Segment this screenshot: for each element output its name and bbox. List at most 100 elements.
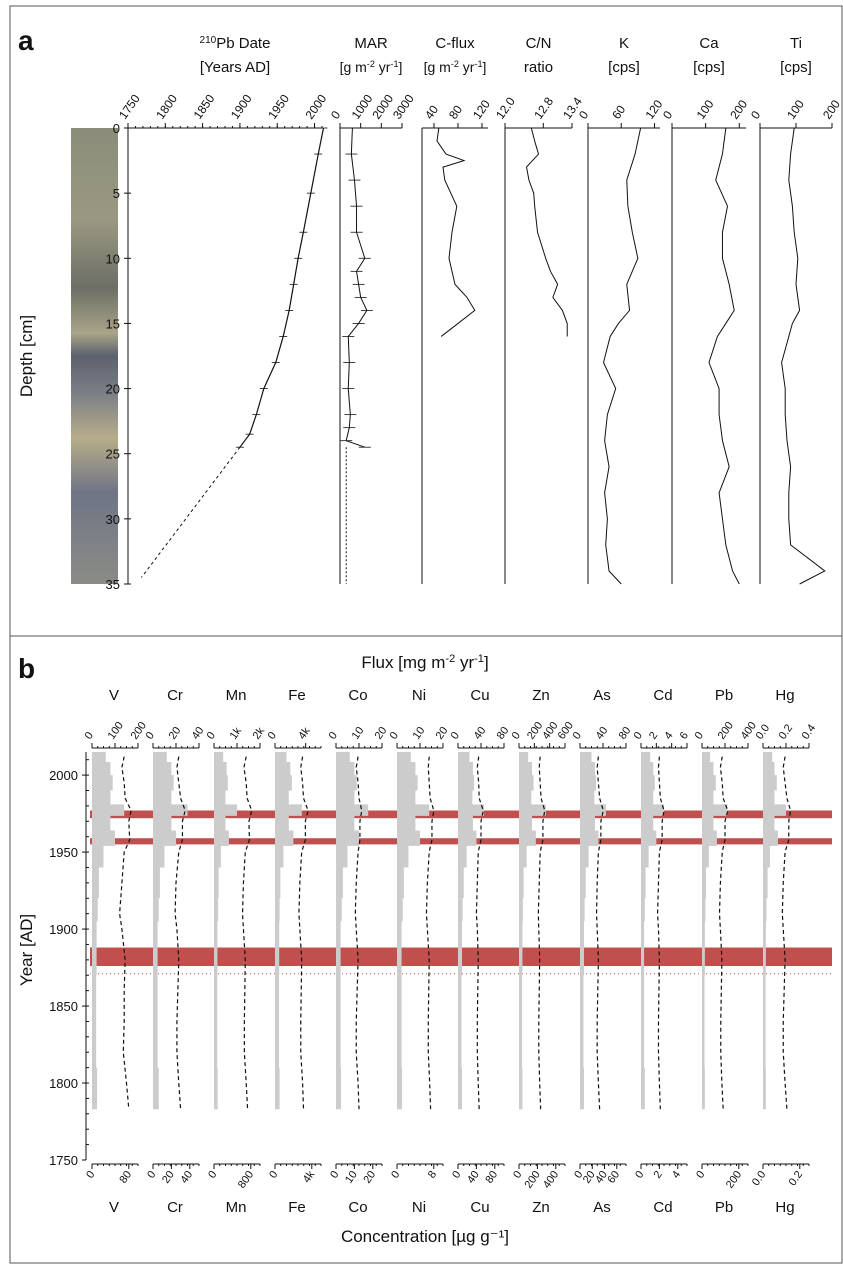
flux-title-part: -1 bbox=[474, 653, 484, 665]
cflux-tick-label: 80 bbox=[446, 102, 465, 121]
flux-title: Flux [mg m-2 yr-1] bbox=[361, 653, 488, 672]
conc-tick-label: 0 bbox=[450, 1169, 463, 1181]
element-name-bottom: Cu bbox=[470, 1199, 489, 1216]
mar-unit-part: [g m bbox=[340, 59, 367, 75]
depth-axis-label: Depth [cm] bbox=[17, 315, 36, 397]
flux-area-Pb bbox=[702, 752, 728, 1110]
conc-tick-label: 0 bbox=[694, 1169, 707, 1181]
year-tick-label: 2000 bbox=[49, 768, 78, 783]
ti-line bbox=[781, 127, 826, 585]
cflux-title: C-flux bbox=[435, 35, 475, 52]
element-name-bottom: Pb bbox=[715, 1199, 733, 1216]
conc-tick-label: 20 bbox=[361, 1169, 378, 1186]
conc-tick-label: 60 bbox=[605, 1169, 622, 1186]
element-name-bottom: Cd bbox=[653, 1199, 672, 1216]
concentration-line-Hg bbox=[781, 756, 792, 1110]
year-tick-label: 1900 bbox=[49, 922, 78, 937]
depth-tick-label: 35 bbox=[106, 577, 120, 592]
flux-tick-label: 0.4 bbox=[800, 722, 819, 741]
cflux-tick-label: 120 bbox=[470, 97, 493, 122]
year-axis-label: Year [AD] bbox=[17, 914, 36, 986]
element-name-top: As bbox=[593, 687, 611, 704]
sediment-core-photo bbox=[71, 128, 118, 584]
conc-tick-label: 200 bbox=[724, 1169, 744, 1191]
flux-tick-label: 4 bbox=[662, 730, 675, 742]
flux-title-part: Flux [mg m bbox=[361, 653, 445, 672]
element-name-top: V bbox=[109, 687, 119, 704]
flux-title-part: -2 bbox=[445, 653, 455, 665]
concentration-line-Co bbox=[354, 756, 363, 1110]
pb210-extrapolation bbox=[141, 446, 241, 578]
cflux-unit-part: -2 bbox=[451, 59, 459, 69]
conc-tick-label: 0.2 bbox=[787, 1169, 806, 1188]
pb210-title-sup: 210 bbox=[200, 35, 217, 46]
k-tick-label: 0 bbox=[576, 108, 591, 122]
element-name-bottom: Hg bbox=[775, 1199, 794, 1216]
conc-tick-label: 8 bbox=[426, 1169, 439, 1181]
flux-tick-label: 0 bbox=[693, 730, 706, 742]
panel-b-label: b bbox=[18, 653, 35, 684]
pb210-tick-label: 1750 bbox=[116, 92, 143, 122]
ca-tick-label: 0 bbox=[660, 108, 675, 122]
conc-tick-label: 0.0 bbox=[750, 1169, 769, 1188]
flux-tick-label: 1k bbox=[228, 725, 245, 742]
flux-area-Co bbox=[336, 752, 369, 1110]
flux-tick-label: 20 bbox=[373, 725, 390, 742]
conc-tick-label: 0 bbox=[511, 1169, 524, 1181]
mar-tick-label: 1000 bbox=[349, 92, 376, 122]
conc-tick-label: 40 bbox=[593, 1169, 610, 1186]
element-name-top: Cu bbox=[470, 687, 489, 704]
concentration-line-Zn bbox=[537, 756, 546, 1110]
conc-tick-label: 800 bbox=[236, 1169, 256, 1191]
year-tick-label: 1950 bbox=[49, 845, 78, 860]
flux-tick-label: 100 bbox=[106, 720, 126, 742]
k-unit: [cps] bbox=[608, 59, 640, 76]
conc-tick-label: 20 bbox=[581, 1169, 598, 1186]
flux-tick-label: 40 bbox=[472, 725, 489, 742]
mar-tick-label: 2000 bbox=[369, 92, 396, 122]
conc-tick-label: 0 bbox=[206, 1169, 219, 1181]
flux-tick-label: 80 bbox=[495, 725, 512, 742]
flux-tick-label: 40 bbox=[594, 725, 611, 742]
flux-tick-label: 0 bbox=[510, 730, 523, 742]
flux-tick-label: 2k bbox=[251, 725, 268, 742]
conc-tick-label: 4k bbox=[301, 1168, 318, 1185]
pb210-title: 210Pb Date bbox=[200, 35, 271, 53]
conc-tick-label: 0 bbox=[145, 1169, 158, 1181]
flux-area-Cu bbox=[458, 752, 484, 1110]
depth-tick-label: 20 bbox=[106, 382, 120, 397]
panel-a-label: a bbox=[18, 25, 34, 56]
mar-unit-part: yr bbox=[375, 59, 391, 75]
flux-tick-label: 0.2 bbox=[777, 722, 796, 741]
conc-tick-label: 4 bbox=[670, 1169, 683, 1181]
flux-tick-label: 20 bbox=[167, 725, 184, 742]
concentration-line-Pb bbox=[718, 756, 729, 1110]
mar-unit-part: -2 bbox=[367, 59, 375, 69]
element-name-top: Co bbox=[348, 687, 367, 704]
element-name-bottom: V bbox=[109, 1199, 119, 1216]
conc-tick-label: 10 bbox=[343, 1169, 360, 1186]
k-tick-label: 60 bbox=[609, 102, 628, 121]
flux-tick-label: 80 bbox=[617, 725, 634, 742]
mar-unit-part: ] bbox=[399, 59, 403, 75]
flux-tick-label: 0 bbox=[266, 730, 279, 742]
cflux-unit-part: ] bbox=[483, 59, 487, 75]
ti-title: Ti bbox=[790, 35, 802, 52]
flux-tick-label: 0 bbox=[205, 730, 218, 742]
flux-area-Cr bbox=[153, 752, 188, 1110]
pb210-unit: [Years AD] bbox=[200, 59, 270, 76]
element-name-bottom: Mn bbox=[226, 1199, 247, 1216]
conc-tick-label: 80 bbox=[117, 1169, 134, 1186]
ca-title: Ca bbox=[699, 35, 719, 52]
concentration-line-As bbox=[595, 756, 604, 1110]
flux-area-As bbox=[580, 752, 606, 1110]
ca-tick-label: 100 bbox=[694, 97, 717, 122]
mar-unit: [g m-2 yr-1] bbox=[340, 59, 403, 75]
flux-area-Cd bbox=[641, 752, 664, 1110]
conc-tick-label: 0 bbox=[267, 1169, 280, 1181]
concentration-line-Cu bbox=[475, 756, 484, 1110]
depth-tick-label: 30 bbox=[106, 512, 120, 527]
flux-area-V bbox=[92, 752, 125, 1110]
flux-area-Ni bbox=[397, 752, 430, 1110]
